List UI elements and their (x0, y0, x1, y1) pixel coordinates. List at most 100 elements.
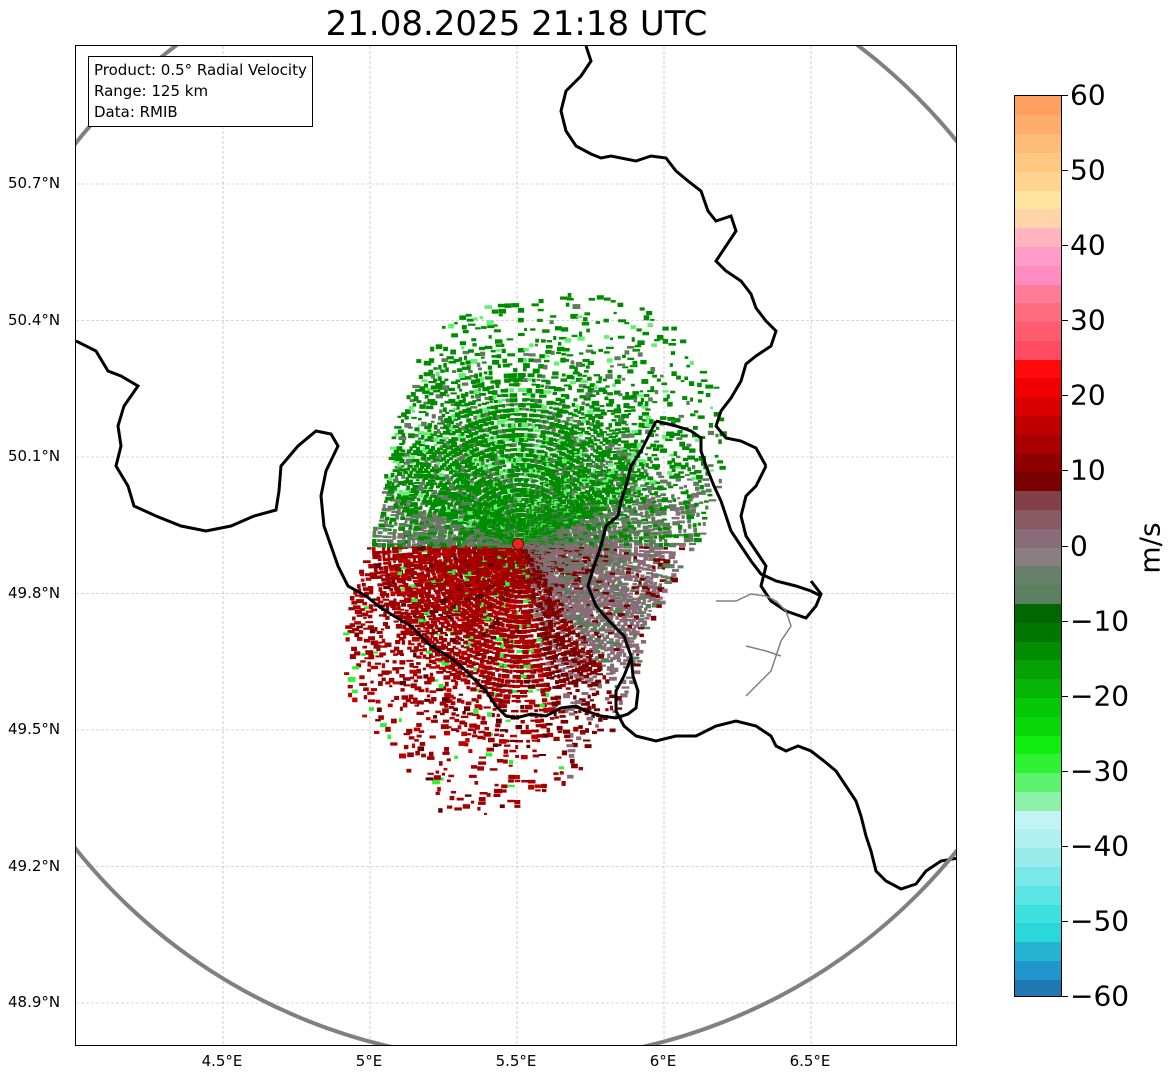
product-label: Product: 0.5° Radial Velocity (94, 61, 307, 79)
colorbar-tick (1062, 770, 1068, 772)
colorbar-segment (1015, 415, 1061, 435)
colorbar-segment (1015, 208, 1061, 229)
colorbar-segment (1015, 302, 1061, 323)
colorbar-tick-label: −50 (1070, 904, 1130, 938)
colorbar-segment (1015, 678, 1061, 698)
colorbar-tick-label: −30 (1070, 754, 1130, 788)
colorbar-segment (1015, 490, 1061, 511)
colorbar-segment (1015, 283, 1061, 304)
latitude-tick-label: 49.5°N (8, 720, 61, 738)
data-source-label: Data: RMIB (94, 103, 178, 121)
colorbar-segment (1015, 753, 1061, 774)
colorbar-tick (1062, 845, 1068, 847)
colorbar-tick-label: −60 (1070, 979, 1130, 1013)
longitude-tick-label: 5°E (355, 1052, 383, 1070)
colorbar-segment (1015, 734, 1061, 755)
colorbar-segment (1015, 434, 1061, 454)
colorbar-tick (1062, 920, 1068, 922)
colorbar-tick (1062, 695, 1068, 697)
latitude-tick-label: 50.7°N (8, 174, 61, 192)
country-border-germany-belgium (655, 419, 822, 598)
radar-map-canvas (76, 46, 956, 1045)
colorbar-tick (1062, 996, 1068, 997)
colorbar-tick-label: 10 (1070, 453, 1106, 487)
colorbar-tick-label: 60 (1070, 78, 1106, 112)
colorbar-segment (1015, 847, 1061, 868)
country-border-luxembourg-germany (739, 465, 823, 620)
colorbar-segment (1015, 922, 1061, 943)
colorbar-segment (1015, 471, 1061, 492)
colorbar-tick (1062, 245, 1068, 247)
longitude-tick-label: 6.5°E (789, 1052, 831, 1070)
latitude-tick-label: 49.2°N (8, 856, 61, 875)
regional-borders (716, 593, 792, 697)
colorbar-tick (1062, 395, 1068, 397)
colorbar-segment (1015, 828, 1061, 849)
colorbar-segment (1015, 114, 1061, 135)
radar-map[interactable] (75, 45, 957, 1046)
radar-site-marker (512, 538, 524, 550)
colorbar-segment (1015, 584, 1061, 604)
colorbar-segment (1015, 246, 1061, 266)
colorbar-segment (1015, 453, 1061, 473)
map-title: 21.08.2025 21:18 UTC (325, 4, 708, 44)
colorbar-segment (1015, 904, 1061, 924)
colorbar-unit-label: m/s (1133, 522, 1167, 574)
colorbar-segment (1015, 396, 1061, 417)
colorbar-segment (1015, 265, 1061, 285)
colorbar-segment (1015, 321, 1061, 341)
colorbar-segment (1015, 885, 1061, 905)
colorbar-tick-label: 0 (1070, 529, 1088, 562)
product-info-box: Product: 0.5° Radial Velocity Range: 125… (88, 56, 313, 127)
colorbar-segment (1015, 565, 1061, 586)
colorbar-tick (1062, 95, 1068, 96)
country-border-netherlands-germany (559, 46, 778, 467)
regional-border (716, 593, 792, 697)
colorbar-segment (1015, 941, 1061, 962)
colorbar-segment (1015, 96, 1061, 116)
latitude-tick-label: 50.4°N (8, 310, 61, 329)
latitude-tick-label: 50.1°N (8, 447, 61, 465)
colorbar-segment (1015, 227, 1061, 247)
colorbar-tick (1062, 545, 1068, 547)
colorbar-segment (1015, 640, 1061, 661)
colorbar-segment (1015, 659, 1061, 680)
colorbar-tick-label: −40 (1070, 829, 1130, 863)
colorbar-tick-label: 40 (1070, 228, 1106, 262)
range-label: Range: 125 km (94, 82, 209, 100)
velocity-echoes (343, 292, 727, 815)
colorbar-segment (1015, 960, 1061, 980)
colorbar-segment (1015, 133, 1061, 153)
colorbar-tick-label: 30 (1070, 303, 1106, 337)
colorbar-segment (1015, 359, 1061, 379)
regional-border (745, 645, 782, 657)
colorbar-segment (1015, 547, 1061, 567)
velocity-colorbar (1014, 95, 1062, 997)
colorbar-segment (1015, 716, 1061, 736)
colorbar-tick-label: 20 (1070, 378, 1106, 412)
country-border-belgium-france (76, 339, 587, 720)
colorbar-segment (1015, 697, 1061, 717)
colorbar-segment (1015, 171, 1061, 191)
colorbar-segment (1015, 979, 1061, 996)
colorbar-tick (1062, 320, 1068, 322)
colorbar-tick-label: −20 (1070, 679, 1130, 713)
colorbar-segment (1015, 377, 1061, 398)
colorbar-segment (1015, 603, 1061, 623)
colorbar-segment (1015, 340, 1061, 360)
colorbar-segment (1015, 866, 1061, 886)
longitude-tick-label: 4.5°E (201, 1052, 243, 1070)
country-border-belgium-luxembourg (585, 420, 658, 720)
colorbar-segment (1015, 152, 1061, 172)
colorbar-segment (1015, 189, 1061, 210)
colorbar-segment (1015, 528, 1061, 548)
colorbar-segment (1015, 791, 1061, 811)
longitude-tick-label: 6°E (649, 1052, 677, 1070)
colorbar-segment (1015, 509, 1061, 529)
latitude-tick-label: 48.9°N (8, 993, 61, 1011)
colorbar-segment (1015, 810, 1061, 830)
country-border-germany-france (614, 657, 956, 891)
colorbar-tick (1062, 470, 1068, 472)
longitude-tick-label: 5.5°E (495, 1052, 537, 1070)
colorbar-tick (1062, 170, 1068, 172)
